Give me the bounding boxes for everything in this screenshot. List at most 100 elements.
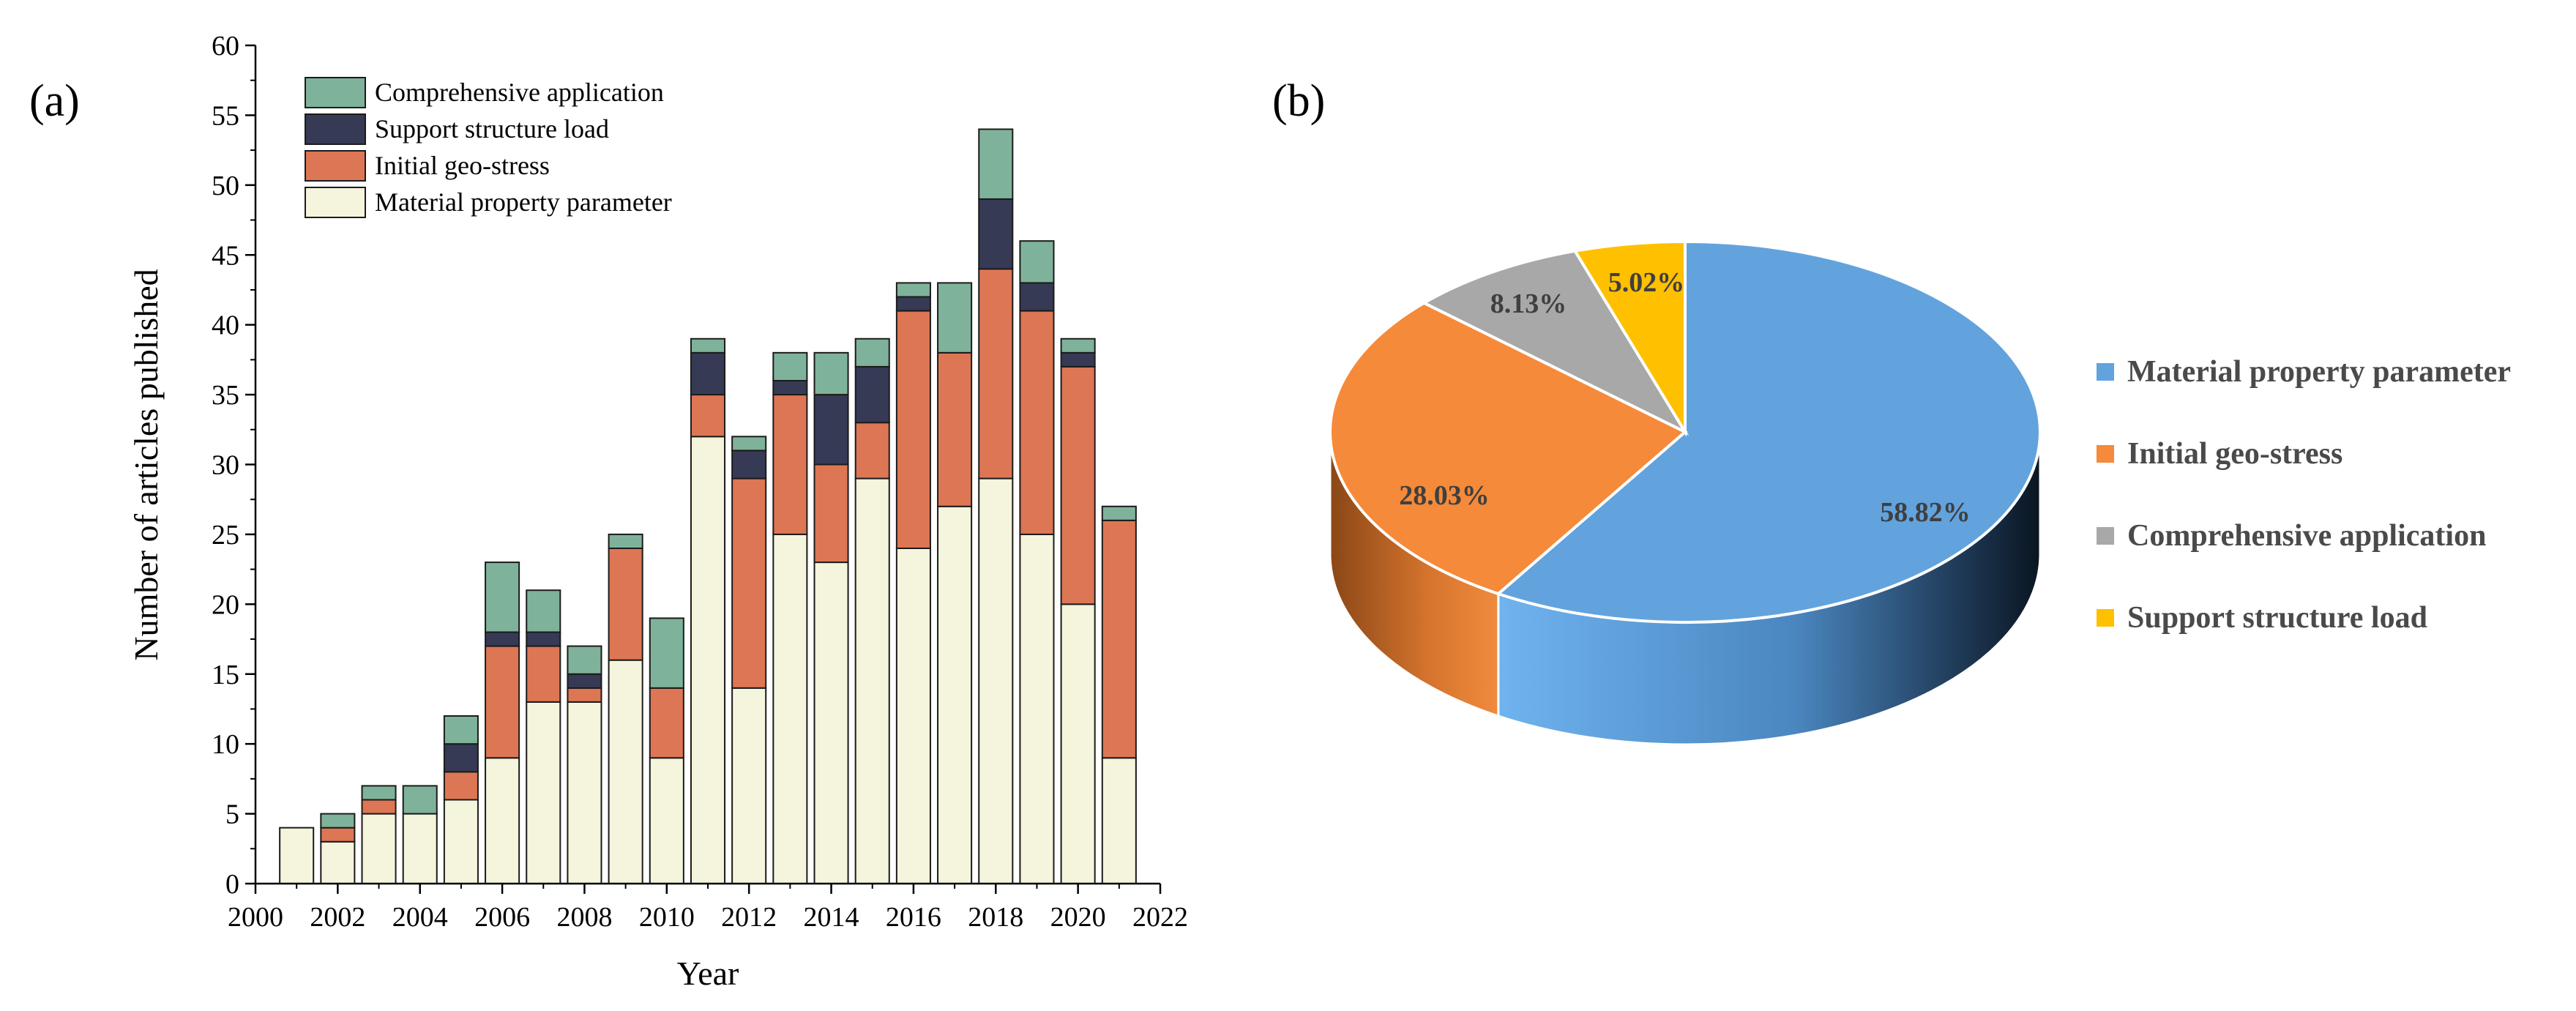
bar-2020-initial — [1060, 365, 1096, 605]
bar-2002-comprehensive — [320, 813, 356, 829]
bar-2007-support — [526, 631, 561, 647]
bar-2011-material — [690, 436, 726, 884]
y-tick-label: 60 — [212, 31, 239, 61]
bar-2018-initial — [978, 268, 1014, 480]
bar-2016-support — [895, 296, 931, 312]
legend-swatch-material — [305, 187, 366, 218]
bar-2019-initial — [1019, 310, 1055, 535]
bar-2008-comprehensive — [567, 645, 602, 675]
x-tick-label: 2016 — [886, 902, 941, 933]
bar-2006-support — [485, 631, 520, 647]
legend-label-comprehensive: Comprehensive application — [375, 78, 664, 107]
x-tick-label: 2018 — [968, 902, 1023, 933]
y-tick-label: 0 — [225, 869, 239, 900]
x-axis-title: Year — [677, 955, 739, 992]
pie-legend-label-material: Material property parameter — [2127, 355, 2511, 389]
bar-2020-material — [1060, 603, 1096, 884]
bar-2015-support — [854, 365, 890, 424]
pie-data-label-material: 58.82% — [1880, 497, 1971, 528]
legend-label-material: Material property parameter — [375, 187, 672, 217]
bar-2005-support — [443, 743, 479, 773]
pie-data-label-comprehensive: 8.13% — [1490, 288, 1567, 319]
pie-legend-label-support: Support structure load — [2127, 601, 2427, 635]
bar-2014-initial — [813, 463, 849, 564]
bar-2011-comprehensive — [690, 337, 726, 354]
x-tick-label: 2012 — [721, 902, 777, 933]
panel-a: (a) 0 5 10 15 20 25 30 35 40 45 50 55 60 2000 2002 2004… — [29, 31, 1188, 992]
bar-2020-comprehensive — [1060, 337, 1096, 354]
pie-slice-support — [1572, 239, 1687, 438]
pie-data-label-support: 5.02% — [1608, 267, 1685, 298]
bar-2013-material — [772, 533, 808, 885]
bar-2007-material — [526, 701, 561, 885]
y-tick-label: 40 — [212, 310, 239, 341]
bar-2006-material — [485, 757, 520, 884]
pie-chart-3d: 58.82% 28.03% 8.13% 5.02% Material property … — [1329, 239, 2511, 746]
y-tick-label: 10 — [212, 729, 239, 760]
bar-2010-comprehensive — [649, 617, 684, 689]
stacked-bar-chart: 0 5 10 15 20 25 30 35 40 45 50 55 60 2000 2002 2004 2006… — [127, 31, 1188, 992]
bar-2019-comprehensive — [1019, 240, 1055, 284]
y-tick-label: 45 — [212, 240, 239, 271]
pie-legend-swatch-support — [2097, 609, 2114, 627]
bar-2017-material — [937, 505, 973, 884]
bar-2015-comprehensive — [854, 337, 890, 368]
bar-2018-support — [978, 198, 1014, 270]
bar-2019-material — [1019, 533, 1055, 885]
x-tick-label: 2010 — [639, 902, 695, 933]
bar-2001-material — [279, 827, 315, 884]
bar-2008-support — [567, 673, 602, 689]
legend-swatch-support — [305, 113, 366, 145]
x-tick-label: 2008 — [556, 902, 612, 933]
pie-legend-swatch-initial — [2097, 445, 2114, 463]
bar-2012-initial — [731, 477, 767, 689]
panel-b: (b) 58.82% 28.03% 8.13% 5.02% Material prope… — [1272, 76, 2511, 746]
bar-2009-comprehensive — [608, 533, 643, 550]
y-axis-title: Number of articles published — [127, 269, 165, 660]
bar-2005-material — [443, 799, 479, 884]
bar-2012-comprehensive — [731, 436, 767, 452]
bar-2021-initial — [1101, 519, 1137, 759]
bar-2016-comprehensive — [895, 282, 931, 298]
bar-2019-support — [1019, 282, 1055, 312]
x-tick-label: 2020 — [1050, 902, 1106, 933]
bar-2008-material — [567, 701, 602, 885]
bar-2011-support — [690, 351, 726, 396]
bar-2014-support — [813, 394, 849, 466]
x-tick-label: 2004 — [392, 902, 448, 933]
bar-2016-initial — [895, 310, 931, 549]
pie-slice-material — [1495, 239, 2042, 624]
bar-2006-comprehensive — [485, 562, 520, 633]
y-tick-label: 5 — [225, 799, 239, 830]
legend-swatch-comprehensive — [305, 77, 366, 108]
legend-label-support: Support structure load — [375, 114, 609, 143]
y-tick-label: 55 — [212, 100, 239, 131]
bar-2013-initial — [772, 394, 808, 535]
y-tick-label: 15 — [212, 660, 239, 690]
y-tick-label: 50 — [212, 171, 239, 201]
bar-2008-initial — [567, 687, 602, 703]
bar-2009-material — [608, 659, 643, 885]
y-tick-label: 35 — [212, 380, 239, 411]
bar-2004-comprehensive — [402, 785, 438, 815]
bar-2003-comprehensive — [361, 785, 397, 801]
bar-2017-comprehensive — [937, 282, 973, 354]
bar-2002-initial — [320, 827, 356, 843]
bar-2016-material — [895, 548, 931, 884]
bar-2004-material — [402, 813, 438, 885]
bar-2015-initial — [854, 422, 890, 480]
panel-a-label: (a) — [29, 76, 80, 126]
bar-2013-support — [772, 380, 808, 396]
pie-slice-comprehensive — [1421, 249, 1690, 436]
x-tick-label: 2006 — [474, 902, 530, 933]
x-tick-label: 2002 — [310, 902, 365, 933]
x-tick-label: 2000 — [228, 902, 283, 933]
legend-swatch-initial — [305, 150, 366, 182]
bar-2005-initial — [443, 771, 479, 801]
bar-2020-support — [1060, 351, 1096, 368]
y-tick-label: 25 — [212, 520, 239, 551]
bar-2009-initial — [608, 548, 643, 661]
bar-2014-material — [813, 562, 849, 884]
bar-2015-material — [854, 477, 890, 884]
